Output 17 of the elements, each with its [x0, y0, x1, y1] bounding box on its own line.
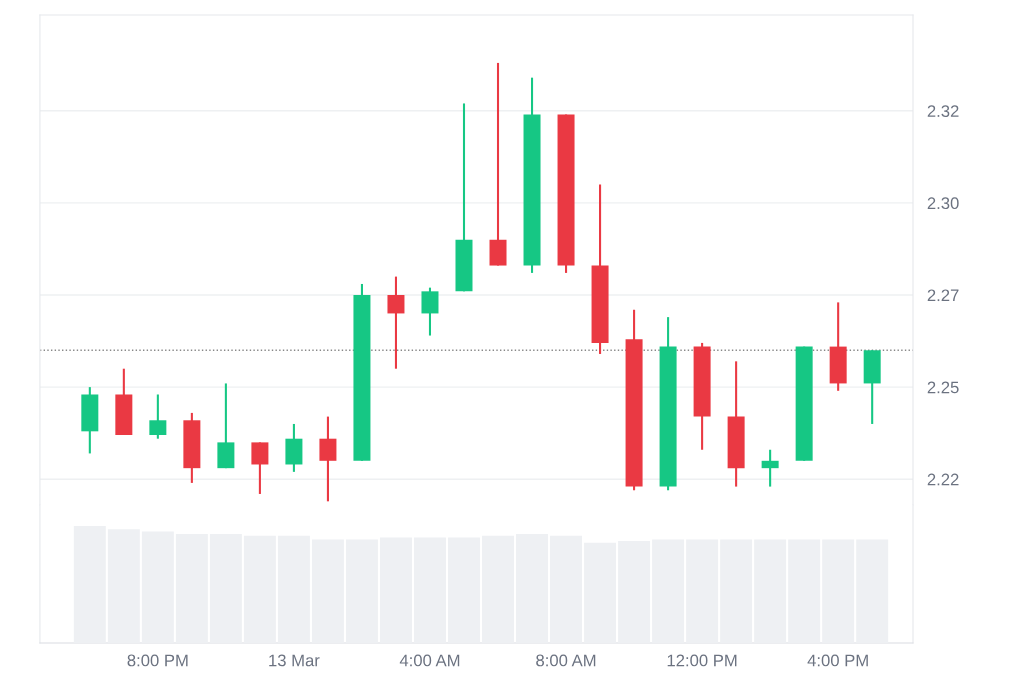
x-tick-label: 13 Mar: [269, 654, 320, 667]
y-tick-label: 2.25: [927, 381, 959, 394]
y-tick-label: 2.27: [927, 289, 959, 302]
x-tick-label: 4:00 AM: [399, 654, 460, 667]
candlestick: [251, 441, 269, 495]
y-tick-label: 2.30: [927, 197, 959, 210]
y-tick-label: 2.32: [927, 105, 959, 118]
x-tick-label: 4:00 PM: [807, 654, 868, 667]
x-tick-label: 8:00 PM: [127, 654, 188, 667]
candlestick: [149, 393, 167, 440]
candlestick: [387, 275, 405, 370]
candlestick: [421, 286, 439, 337]
candlestick: [319, 415, 337, 503]
x-tick-label: 12:00 PM: [667, 654, 737, 667]
x-tick-label: 8:00 AM: [536, 654, 596, 667]
candlestick: [761, 448, 779, 488]
y-tick-label: 2.22: [927, 473, 959, 486]
